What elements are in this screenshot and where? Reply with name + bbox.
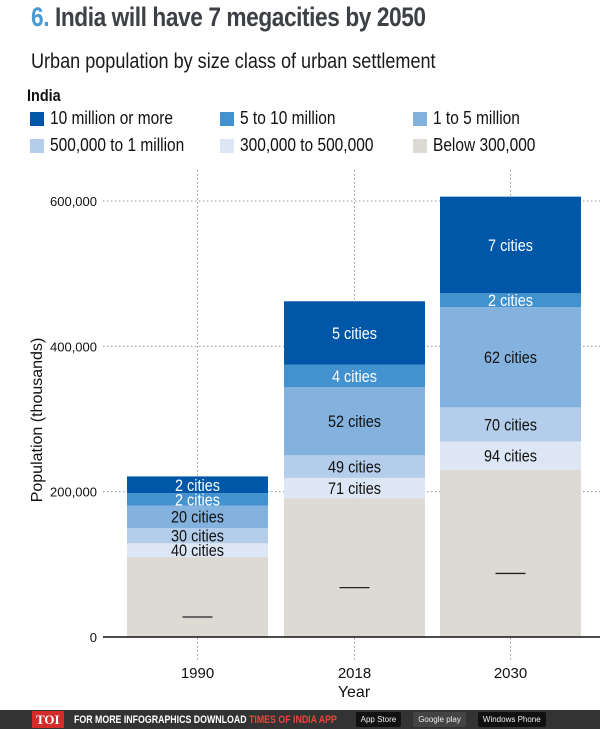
bar-segment <box>284 477 425 499</box>
bar-segment <box>127 528 268 544</box>
bar-segment <box>440 307 581 408</box>
windows-phone-badge[interactable]: Windows Phone <box>477 712 546 727</box>
bar-segment <box>440 293 581 308</box>
x-axis-title: Year <box>338 684 371 701</box>
legend-swatch <box>220 138 234 153</box>
legend-label: 10 million or more <box>50 108 174 128</box>
data-label: 71 cities <box>328 480 381 498</box>
data-label: 2 cities <box>175 477 220 495</box>
data-label: 52 cities <box>328 413 381 431</box>
bar-segment <box>284 301 425 365</box>
app-store-badge[interactable]: App Store <box>355 712 402 727</box>
legend-item: 500,000 to 1 million <box>30 135 206 156</box>
data-label: 20 cities <box>171 509 224 527</box>
footer-text: FOR MORE INFOGRAPHICS DOWNLOAD TIMES OF … <box>73 713 337 726</box>
legend-item: 10 million or more <box>30 108 193 129</box>
bar-segment <box>284 387 425 456</box>
toi-logo: TOI <box>32 711 64 728</box>
x-tick-label: 2030 <box>494 665 527 682</box>
y-tick-label: 600,000 <box>50 194 97 209</box>
y-axis-title: Population (thousands) <box>29 338 46 503</box>
data-label: 2 cities <box>175 491 220 509</box>
data-label: 49 cities <box>328 459 381 477</box>
legend-item: 5 to 10 million <box>220 108 351 129</box>
title-number: 6. <box>31 2 50 32</box>
title-text: India will have 7 megacities by 2050 <box>54 2 426 32</box>
region-label: India <box>27 86 61 105</box>
y-tick-label: 400,000 <box>50 339 97 354</box>
data-label: 5 cities <box>332 325 377 343</box>
chart-subtitle: Urban population by size class of urban … <box>31 50 436 73</box>
x-tick-label: 2018 <box>338 665 371 682</box>
footer-banner[interactable]: TOI FOR MORE INFOGRAPHICS DOWNLOAD TIMES… <box>0 710 600 729</box>
data-label: 94 cities <box>484 448 537 466</box>
bar-segment <box>127 505 268 528</box>
bar-segment <box>127 476 268 494</box>
data-label: 30 cities <box>171 528 224 546</box>
bar-segment <box>440 441 581 470</box>
legend-swatch <box>413 111 427 126</box>
legend-label: 500,000 to 1 million <box>50 135 185 155</box>
bar-segment <box>440 196 581 294</box>
legend-swatch <box>30 111 44 126</box>
google-play-badge[interactable]: Google play <box>413 712 466 727</box>
bar-segment <box>127 493 268 506</box>
legend-label: 1 to 5 million <box>433 108 520 128</box>
bar-segment <box>440 469 581 637</box>
legend-label: 5 to 10 million <box>240 108 336 128</box>
data-label: 40 cities <box>171 542 224 560</box>
legend-swatch <box>413 138 427 153</box>
bar-segment <box>127 557 268 637</box>
y-tick-label: 200,000 <box>50 485 97 500</box>
legend-swatch <box>220 111 234 126</box>
bar-segment <box>127 543 268 558</box>
x-tick-label: 1990 <box>181 665 214 682</box>
data-label: 4 cities <box>332 368 377 386</box>
data-label: 7 cities <box>488 237 533 255</box>
legend-label: Below 300,000 <box>433 135 536 155</box>
bar-segment <box>284 455 425 478</box>
legend-item: Below 300,000 <box>413 135 552 156</box>
data-label: 2 cities <box>488 292 533 310</box>
bar-segment <box>284 364 425 388</box>
legend-label: 300,000 to 500,000 <box>240 135 374 155</box>
bar-segment <box>284 498 425 637</box>
chart-title: 6. India will have 7 megacities by 2050 <box>31 2 426 33</box>
data-label: 62 cities <box>484 349 537 367</box>
legend-swatch <box>30 138 44 153</box>
legend-item: 300,000 to 500,000 <box>220 135 395 156</box>
bar-segment <box>440 407 581 442</box>
data-label: 70 cities <box>484 416 537 434</box>
y-tick-label: 0 <box>90 630 97 645</box>
legend-item: 1 to 5 million <box>413 108 534 129</box>
